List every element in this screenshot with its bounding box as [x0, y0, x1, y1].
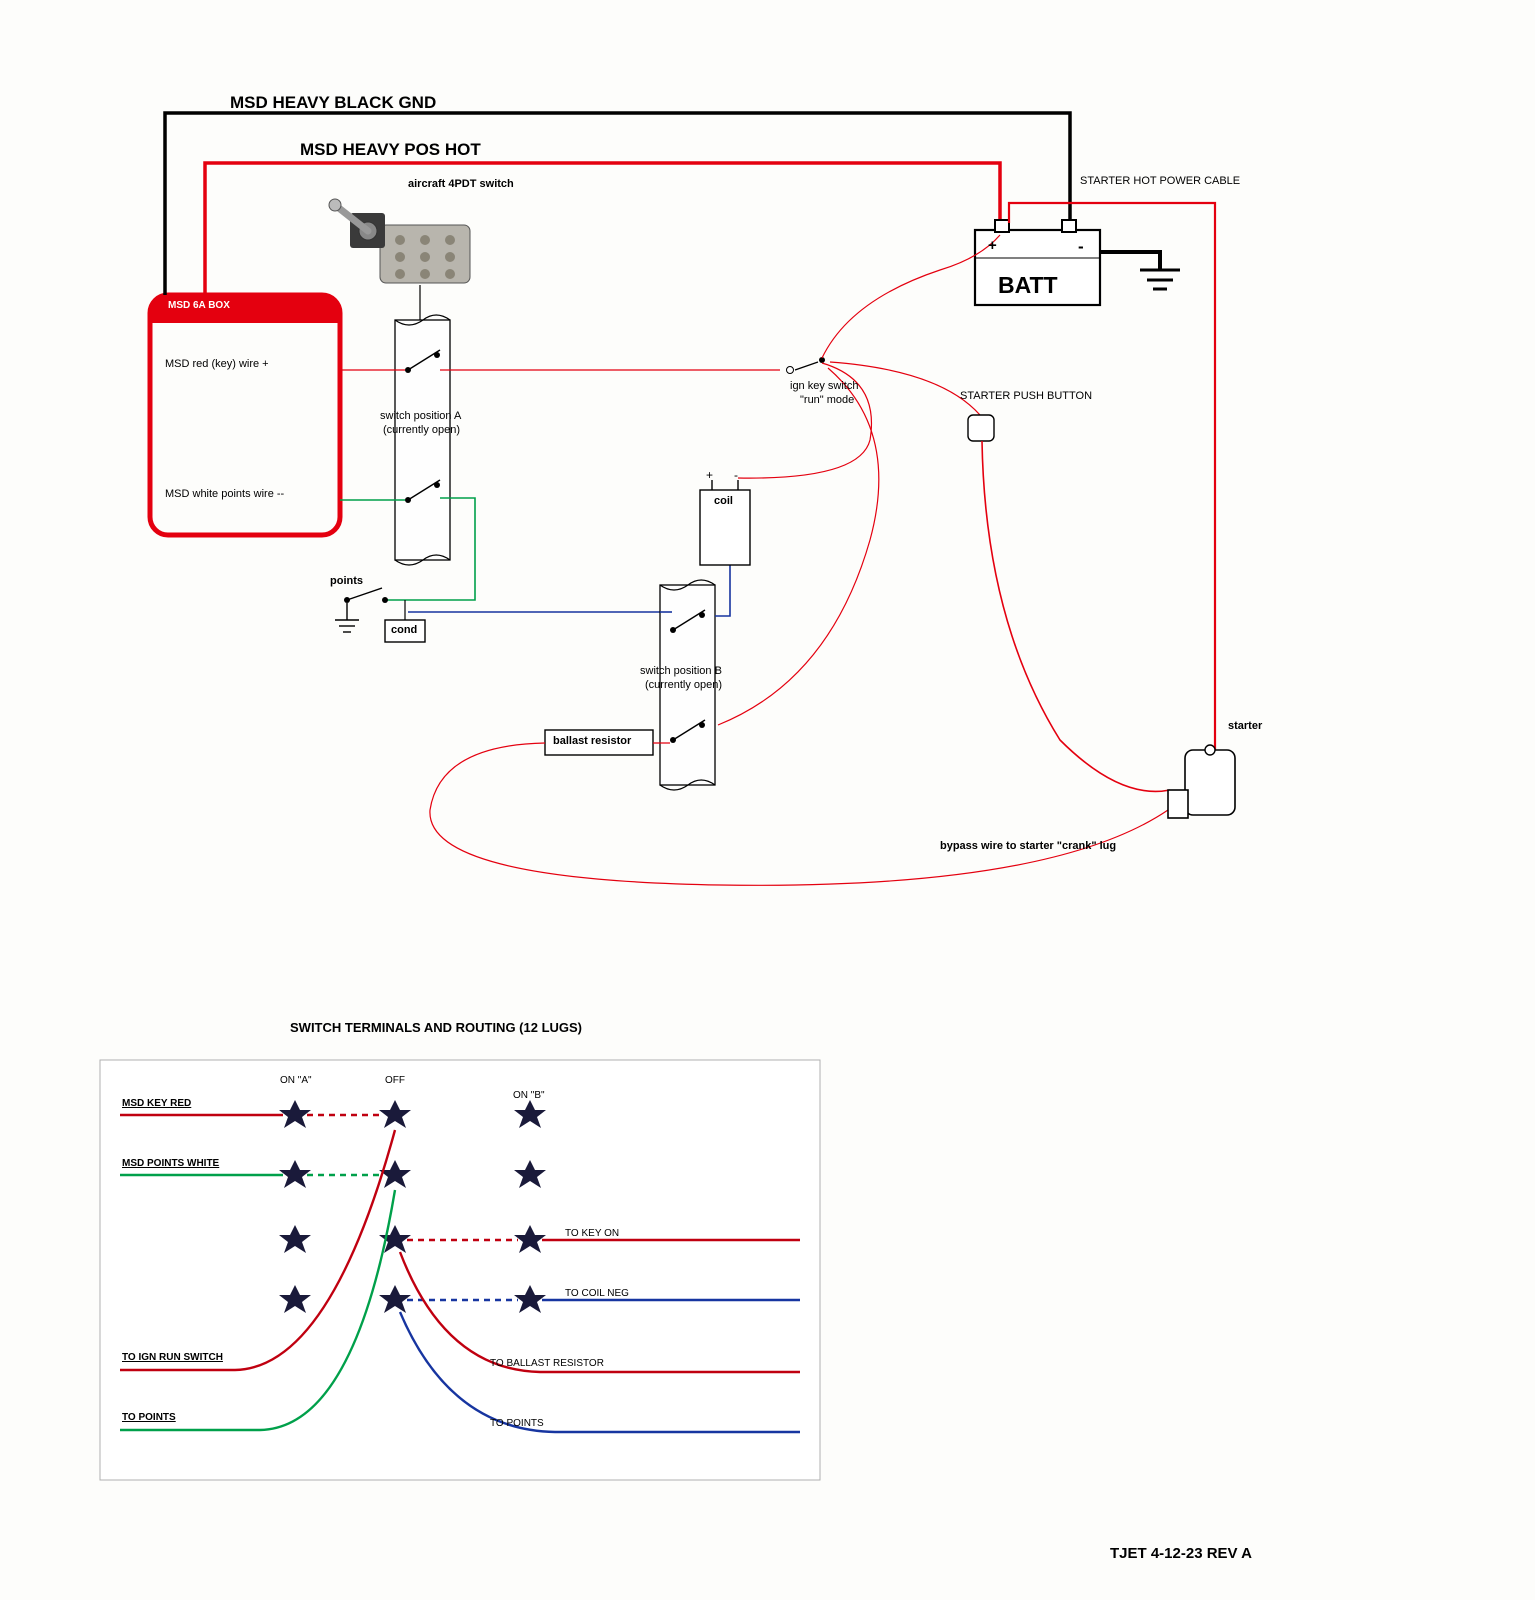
title-gnd: MSD HEAVY BLACK GND [230, 93, 436, 113]
switch-a-label-1: switch position A [380, 410, 461, 422]
routing-to-points-l: TO POINTS [122, 1412, 176, 1423]
switch-b-label-1: switch position B [640, 665, 722, 677]
starter-cable-label: STARTER HOT POWER CABLE [1080, 175, 1240, 187]
routing-title: SWITCH TERMINALS AND ROUTING (12 LUGS) [290, 1020, 582, 1035]
coil-label: coil [714, 495, 733, 507]
cond-label: cond [391, 624, 417, 636]
ign-key-label-1: ign key switch [790, 380, 858, 392]
switch-a-body [395, 320, 450, 560]
routing-off: OFF [385, 1075, 405, 1086]
routing-msd-key-red: MSD KEY RED [122, 1098, 191, 1109]
starter-label: starter [1228, 720, 1262, 732]
aircraft-switch-label: aircraft 4PDT switch [408, 178, 514, 190]
routing-on-a: ON "A" [280, 1075, 312, 1086]
bypass-label: bypass wire to starter "crank" lug [940, 840, 1116, 852]
batt-label: BATT [998, 272, 1058, 299]
routing-to-key-on: TO KEY ON [565, 1228, 619, 1239]
routing-to-coil-neg: TO COIL NEG [565, 1288, 629, 1299]
footer-rev: TJET 4-12-23 REV A [1110, 1545, 1252, 1562]
routing-panel [100, 1060, 820, 1480]
wire-heavy-red-pos [205, 163, 1000, 295]
coil-plus: + [706, 468, 713, 482]
wire-push-to-starter [982, 441, 1170, 791]
msd-box-label: MSD 6A BOX [168, 300, 230, 311]
routing-to-ign-run: TO IGN RUN SWITCH [122, 1352, 223, 1363]
starter-icon [1168, 745, 1235, 818]
wiring-svg [0, 0, 1535, 1600]
aircraft-switch-icon [329, 199, 470, 283]
starter-push-button [968, 415, 994, 441]
msd-white-wire-label: MSD white points wire -- [165, 488, 284, 500]
switch-b-label-2: (currently open) [645, 679, 722, 691]
batt-minus: - [1078, 237, 1084, 257]
starter-push-label: STARTER PUSH BUTTON [960, 390, 1092, 402]
coil-minus: - [734, 468, 738, 482]
diagram-canvas: MSD HEAVY BLACK GND MSD HEAVY POS HOT ai… [0, 0, 1535, 1600]
ballast-label: ballast resistor [553, 735, 631, 747]
msd-red-wire-label: MSD red (key) wire + [165, 358, 269, 370]
points-label: points [330, 575, 363, 587]
routing-to-ballast: TO BALLAST RESISTOR [490, 1358, 604, 1369]
routing-msd-points-white: MSD POINTS WHITE [122, 1158, 219, 1169]
title-pos: MSD HEAVY POS HOT [300, 140, 481, 160]
ign-key-label-2: "run" mode [800, 394, 854, 406]
batt-plus: + [988, 237, 997, 254]
switch-a-label-2: (currently open) [383, 424, 460, 436]
wire-bypass-crank [430, 743, 1168, 885]
routing-to-points-r: TO POINTS [490, 1418, 544, 1429]
routing-on-b: ON "B" [513, 1090, 545, 1101]
